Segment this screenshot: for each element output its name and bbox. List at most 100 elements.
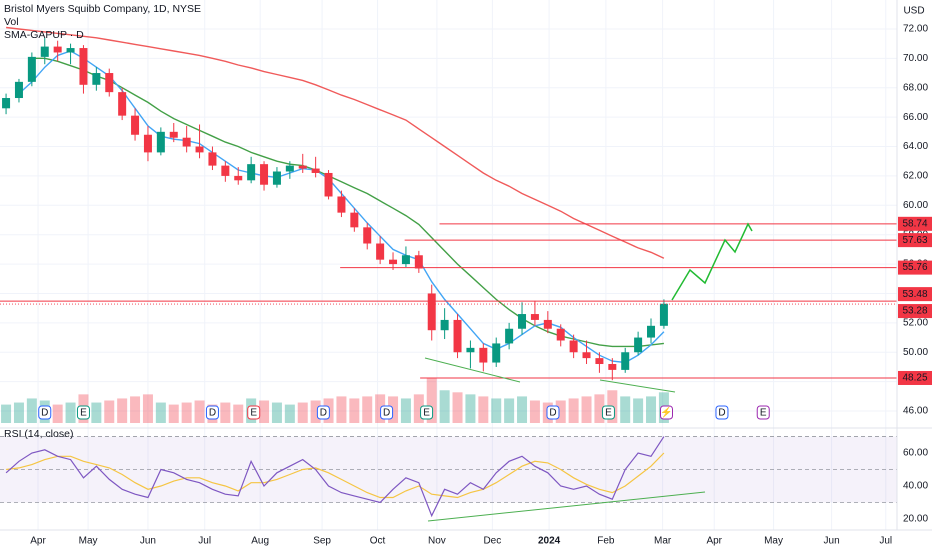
level-label: 48.25 [902, 373, 927, 384]
event-badge [601, 405, 615, 420]
level-label: 58.74 [902, 218, 927, 229]
event-label: D [320, 408, 327, 419]
event-badge [247, 405, 261, 420]
volume-bar [13, 402, 24, 423]
candle-body [66, 48, 75, 53]
candle-body [221, 165, 230, 176]
price-pane: D E D E D D E D E ⚡ D E [0, 0, 897, 530]
candle-body [505, 328, 514, 344]
x-tick-label: Mar [654, 536, 672, 547]
event-badge [420, 405, 434, 420]
volume-bar [181, 402, 192, 423]
volume-bar [52, 404, 63, 423]
candle-body [53, 46, 62, 53]
candle-body [118, 92, 127, 116]
volume-bar [581, 396, 592, 423]
y-tick-label: 52.00 [903, 318, 928, 329]
y-tick-label: 60.00 [903, 448, 928, 459]
candle-body [530, 314, 539, 320]
candle-body [376, 243, 385, 260]
candle-body [543, 319, 552, 329]
candle-body [234, 175, 243, 181]
event-label: E [80, 408, 87, 419]
y-tick-label: 68.00 [903, 82, 928, 93]
y-tick-label: 72.00 [903, 24, 928, 35]
x-tick-label: 2024 [538, 536, 561, 547]
level-label: 53.48 [902, 289, 927, 300]
x-tick-label: Jun [824, 536, 840, 547]
x-tick-label: Jul [198, 536, 211, 547]
candle-body [195, 146, 204, 153]
volume-bar [426, 378, 437, 423]
event-badge [380, 405, 394, 420]
candle-body [208, 152, 217, 166]
volume-bar [491, 398, 502, 423]
y-tick-label: 20.00 [903, 514, 928, 525]
rsi-line [5, 436, 665, 518]
candle-body [298, 165, 307, 169]
candle-body [414, 255, 423, 269]
event-badge [756, 405, 770, 420]
volume-bar [568, 398, 579, 423]
candle-body [582, 352, 591, 359]
y-tick-label: 64.00 [903, 141, 928, 152]
rsi-pane [0, 436, 897, 518]
candle-body [311, 168, 320, 173]
candle-body [427, 293, 436, 331]
level-label-box [898, 260, 932, 275]
volume-bar [142, 394, 153, 423]
volume-bar [633, 398, 644, 423]
candle-body [595, 358, 604, 365]
rsi-trend-line [609, 491, 706, 503]
trend-line [599, 379, 676, 393]
volume-bar [168, 404, 179, 423]
candle-body [79, 48, 88, 85]
candle-body [143, 134, 152, 153]
candle-body [453, 319, 462, 353]
volume-bar [310, 400, 321, 423]
volume-bar [284, 404, 295, 423]
event-label: E [605, 408, 612, 419]
candle-body [337, 196, 346, 213]
chart-title: Bristol Myers Squibb Company, 1D, NYSE [4, 3, 201, 15]
volume-bar [413, 394, 424, 423]
candle-body [272, 171, 281, 185]
volume-bar [517, 396, 528, 423]
event-label: D [718, 408, 725, 419]
candle-body [285, 165, 294, 172]
moving-average [6, 26, 665, 259]
candle-body [156, 131, 165, 153]
event-label: E [423, 408, 430, 419]
level-label: 57.63 [902, 235, 927, 246]
candle-body [260, 164, 269, 185]
candle-body [169, 131, 178, 138]
x-tick-label: Aug [251, 536, 269, 547]
volume-bar [349, 398, 360, 423]
volume-bar [529, 400, 540, 423]
rsi-line [6, 452, 665, 499]
volume-bar [65, 402, 76, 423]
volume-bar [259, 400, 270, 423]
indicator-label: Vol [4, 16, 19, 28]
projection-path [671, 222, 753, 301]
x-tick-label: Apr [30, 536, 46, 547]
rsi-trend-line [427, 501, 611, 522]
volume-bar [452, 392, 463, 423]
volume-bar [271, 402, 282, 423]
volume-bar [465, 394, 476, 423]
level-label-box [898, 216, 932, 231]
candle-body [440, 319, 449, 331]
event-badge [659, 405, 673, 420]
level-label: 55.76 [902, 262, 927, 273]
candle-body [182, 137, 191, 147]
candle-body [492, 343, 501, 363]
x-tick-label: May [764, 536, 783, 547]
candle-body [621, 352, 630, 370]
candle-body [569, 340, 578, 353]
volume-bar [478, 396, 489, 423]
y-tick-label: 62.00 [903, 171, 928, 182]
volume-bar [155, 402, 166, 423]
last-price-label: 53.28 [902, 306, 927, 317]
y-tick-label: 50.00 [903, 347, 928, 358]
